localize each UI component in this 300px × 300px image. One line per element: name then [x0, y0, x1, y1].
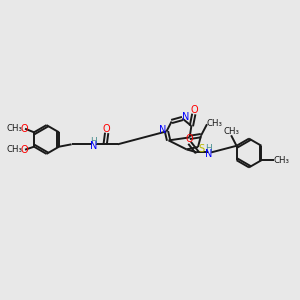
Text: CH₃: CH₃ — [223, 127, 239, 136]
Text: H: H — [206, 144, 212, 153]
Text: O: O — [185, 134, 193, 144]
Text: N: N — [205, 148, 212, 159]
Text: O: O — [190, 105, 198, 115]
Text: O: O — [20, 124, 28, 134]
Text: CH₃: CH₃ — [7, 124, 23, 133]
Text: N: N — [159, 125, 167, 135]
Text: CH₃: CH₃ — [206, 118, 222, 127]
Text: CH₃: CH₃ — [7, 145, 23, 154]
Text: O: O — [20, 145, 28, 155]
Text: N: N — [90, 141, 98, 151]
Text: S: S — [199, 143, 205, 154]
Text: N: N — [182, 112, 190, 122]
Text: H: H — [90, 136, 97, 146]
Text: O: O — [103, 124, 110, 134]
Text: CH₃: CH₃ — [274, 156, 290, 165]
